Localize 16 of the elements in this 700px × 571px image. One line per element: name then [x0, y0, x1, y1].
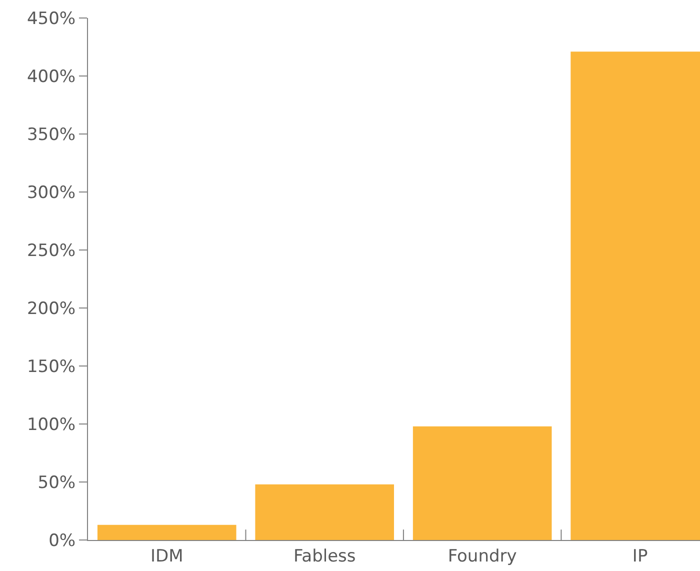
y-tick-label: 400% — [26, 66, 76, 87]
x-tick-label: Fabless — [293, 546, 356, 566]
y-tick-label: 0% — [48, 530, 76, 551]
y-tick-label: 300% — [26, 182, 76, 203]
y-tick-label: 100% — [26, 414, 76, 435]
y-tick-label: 200% — [26, 298, 76, 319]
x-tick-label: IDM — [150, 546, 184, 566]
x-tick-label: Foundry — [448, 546, 517, 566]
y-tick-label: 150% — [26, 356, 76, 377]
y-tick-label: 350% — [26, 124, 76, 145]
y-tick-label: 50% — [38, 472, 76, 493]
x-tick-label: IP — [632, 546, 648, 566]
y-tick-label: 450% — [26, 8, 76, 29]
bar — [97, 524, 236, 540]
y-tick-label: 250% — [26, 240, 76, 261]
bar — [255, 484, 394, 540]
